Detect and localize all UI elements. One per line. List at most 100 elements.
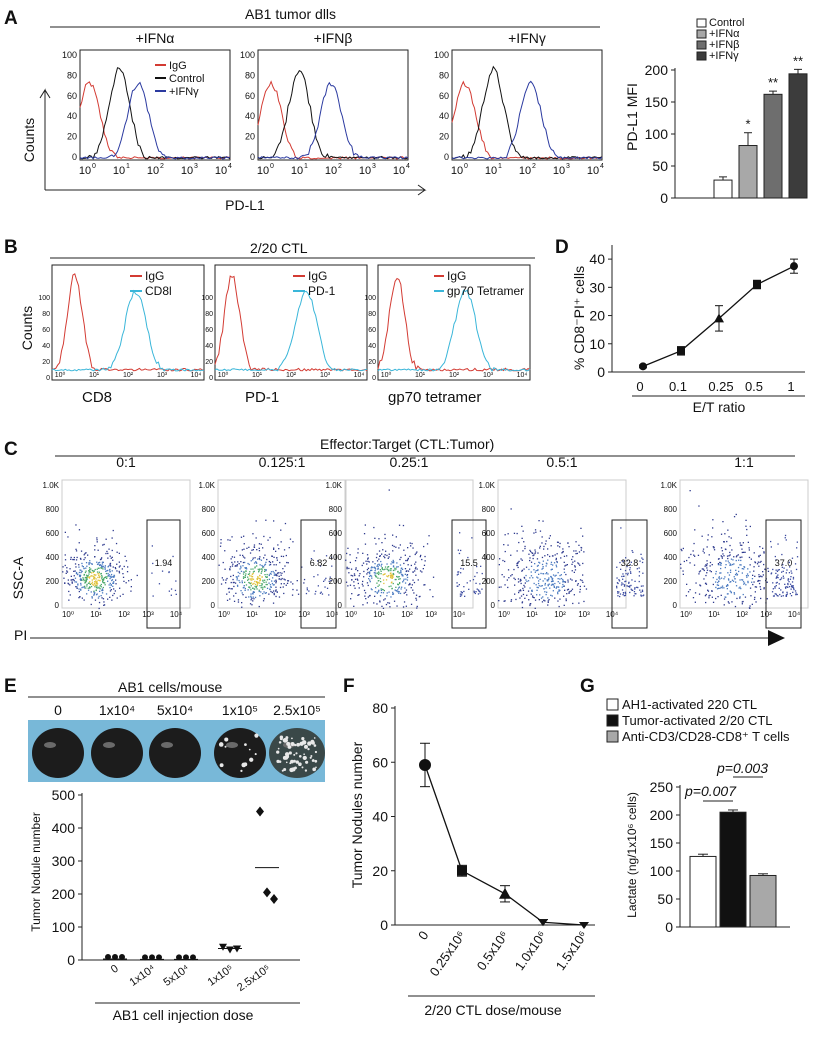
- c-dot: [407, 547, 409, 549]
- c-dot: [722, 521, 724, 523]
- c-dot: [102, 589, 104, 591]
- c-dot: [719, 578, 721, 580]
- c-dot: [256, 562, 258, 564]
- a-ytick-2-4: 20: [439, 132, 449, 142]
- c-dot: [264, 592, 266, 594]
- c-dot: [539, 547, 541, 549]
- c-gate-dot: [622, 583, 624, 585]
- c-ytick-0-0: 1.0K: [43, 481, 60, 490]
- c-dot: [345, 581, 348, 583]
- c-gate-dot: [774, 587, 776, 589]
- c-dot: [536, 589, 538, 591]
- c-dot: [130, 579, 132, 581]
- c-dot: [269, 586, 272, 588]
- c-dot: [96, 585, 98, 587]
- c-dot: [377, 577, 379, 579]
- c-dot: [92, 584, 94, 586]
- c-dot: [257, 558, 259, 560]
- c-gate-dot: [629, 571, 632, 573]
- b-ytick-1-0: 100: [201, 295, 213, 302]
- panel-a-bar-chart: PD-L1 MFI 200150100500*****Control+IFNα+…: [624, 17, 808, 206]
- c-dot: [766, 581, 768, 583]
- c-dot: [125, 582, 127, 584]
- c-gate-dot: [466, 582, 468, 584]
- c-dot: [353, 585, 355, 587]
- c-dot: [113, 581, 115, 583]
- c-dot: [79, 574, 81, 576]
- c-dot: [398, 547, 400, 549]
- c-dot: [377, 564, 379, 566]
- c-dot: [384, 533, 386, 536]
- c-dot: [254, 566, 256, 568]
- a-xexp-0-4: 4: [228, 163, 232, 170]
- pdl1-mfi-ylabel: PD-L1 MFI: [624, 83, 640, 151]
- c-dot: [552, 584, 554, 586]
- c-gate-dot: [793, 588, 795, 591]
- c-dot: [108, 565, 110, 567]
- e-dose-label-4: 2.5x10⁵: [273, 702, 321, 718]
- c-dot: [526, 580, 528, 583]
- c-dot: [739, 564, 741, 566]
- c-dot: [706, 567, 708, 569]
- c-dot: [240, 561, 242, 563]
- c-dot: [518, 590, 520, 592]
- c-dot: [93, 576, 96, 578]
- c-dot: [762, 571, 764, 573]
- c-dot: [513, 577, 515, 579]
- c-dot: [407, 564, 409, 566]
- c-dot: [742, 581, 745, 583]
- c-gate-dot: [775, 569, 777, 571]
- c-dot: [359, 573, 361, 575]
- c-dot: [524, 545, 526, 548]
- c-dot: [367, 596, 369, 598]
- c-dot: [121, 568, 123, 570]
- c-dot: [94, 574, 96, 576]
- c-dot: [717, 596, 719, 598]
- c-dot: [562, 583, 564, 586]
- c-dot: [550, 569, 552, 571]
- c-dot: [426, 543, 429, 545]
- c-dot: [510, 575, 512, 577]
- c-dot: [504, 600, 506, 602]
- c-dot: [362, 585, 364, 587]
- c-dot: [251, 549, 253, 551]
- c-dot: [373, 572, 375, 574]
- c-dot: [371, 589, 373, 591]
- c-dot: [258, 605, 260, 608]
- c-dot: [93, 570, 95, 572]
- c-dot: [97, 597, 100, 599]
- c-dot: [272, 561, 274, 563]
- c-dot: [265, 561, 267, 563]
- c-dot: [735, 572, 738, 574]
- c-dot: [712, 583, 714, 586]
- c-dot: [78, 542, 80, 544]
- c-dot: [78, 564, 80, 566]
- c-dot: [394, 567, 396, 569]
- c-dot: [365, 560, 367, 562]
- c-dot: [521, 569, 524, 571]
- b-ytick-0-1: 80: [42, 311, 50, 318]
- c-dot: [376, 591, 378, 593]
- c-dot: [238, 579, 240, 582]
- a-xtick-2-3: 10: [553, 165, 565, 177]
- c-dot: [252, 571, 255, 573]
- c-dot: [575, 550, 577, 552]
- c-dot: [712, 527, 714, 529]
- c-dot: [70, 556, 72, 559]
- c-gate-dot: [624, 594, 627, 597]
- c-dot: [383, 589, 385, 592]
- e-dose-label-1: 1x10⁴: [99, 702, 135, 718]
- c-dot: [104, 584, 106, 586]
- g-ytick-3: 100: [650, 863, 674, 879]
- b-xtick-0-2: 10²: [123, 372, 134, 379]
- c-dot: [377, 568, 380, 570]
- panel-e-title: AB1 cells/mouse: [118, 679, 222, 695]
- d-xtick-1: 0.1: [669, 379, 687, 394]
- c-dot: [348, 572, 350, 574]
- c-dot: [240, 590, 242, 592]
- c-dot: [424, 584, 426, 586]
- c-dot: [86, 565, 88, 567]
- c-ytick-3-2: 600: [482, 529, 496, 538]
- c-dot: [272, 584, 274, 586]
- c-dot: [739, 579, 741, 581]
